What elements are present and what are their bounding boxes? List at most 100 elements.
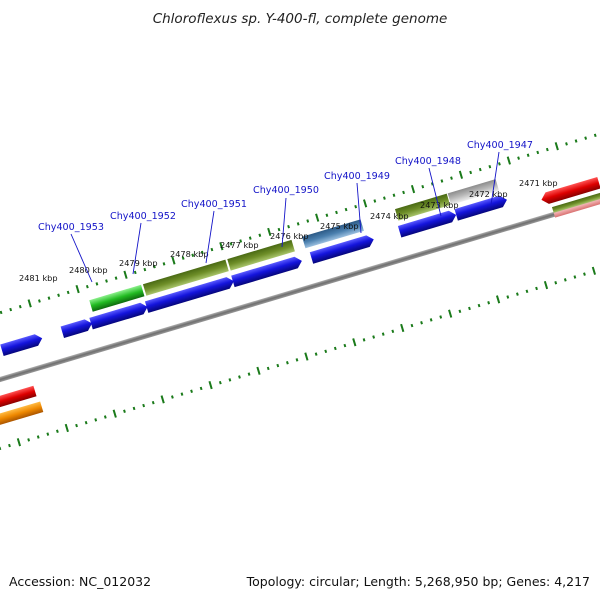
inner-scale-major-tick	[400, 323, 405, 333]
outer-scale-minor-tick	[114, 276, 118, 280]
leader-chy400-1951	[205, 210, 215, 264]
scale-label-2476: 2476 kbp	[270, 231, 309, 241]
outer-scale-minor-tick	[248, 236, 252, 240]
inner-scale-major-tick	[352, 338, 357, 347]
outer-scale-minor-tick	[85, 284, 89, 289]
inner-scale-ticks	[0, 266, 597, 451]
outer-scale-minor-tick	[536, 150, 540, 155]
inner-scale-major-tick	[64, 423, 69, 433]
gene-chy400-1951[interactable]	[142, 259, 229, 296]
scale-label-2477: 2477 kbp	[220, 240, 259, 250]
left-edge-features	[0, 385, 44, 430]
inner-scale-minor-tick	[8, 443, 11, 448]
leader-chy400-1949	[356, 182, 362, 234]
inner-scale-minor-tick	[276, 363, 280, 368]
gene-arrow-chy400-1948-cds[interactable]	[397, 209, 458, 238]
gene-arrow-right-red[interactable]	[540, 176, 600, 206]
inner-scale-minor-tick	[525, 289, 529, 294]
outer-scale-major-tick	[506, 156, 511, 165]
outer-scale-minor-tick	[383, 196, 386, 200]
outer-scale-major-tick	[458, 170, 464, 179]
outer-scale-minor-tick	[306, 219, 310, 223]
inner-scale-major-tick	[16, 438, 22, 447]
gene-arrow-chy400-1951-cds[interactable]	[144, 275, 236, 313]
gene-chy400-1950[interactable]	[227, 239, 295, 271]
outer-scale-minor-tick	[95, 282, 99, 286]
outer-scale-minor-tick	[9, 307, 13, 312]
inner-scale-minor-tick	[458, 309, 462, 314]
inner-scale-major-tick	[543, 280, 549, 290]
outer-scale-minor-tick	[277, 227, 281, 232]
outer-scale-minor-tick	[517, 156, 520, 160]
inner-scale-minor-tick	[410, 323, 414, 328]
outer-scale-major-tick	[363, 199, 368, 208]
outer-scale-minor-tick	[526, 153, 530, 158]
outer-scale-minor-tick	[0, 310, 3, 315]
outer-scale-major-tick	[219, 242, 224, 251]
outer-scale-minor-tick	[498, 162, 501, 166]
gene-label-chy400-1949[interactable]: Chy400_1949	[324, 171, 390, 182]
genome-backbone	[0, 186, 600, 396]
gene-arrow-chy400-1947-cds[interactable]	[454, 194, 508, 221]
inner-scale-minor-tick	[247, 372, 251, 376]
inner-scale-minor-tick	[190, 389, 193, 394]
outer-scale-minor-tick	[153, 264, 156, 269]
outer-scale-minor-tick	[392, 193, 396, 198]
inner-scale-minor-tick	[420, 320, 423, 325]
inner-scale-minor-tick	[516, 292, 519, 296]
outer-scale-minor-tick	[545, 147, 549, 152]
outer-scale-major-tick	[171, 256, 176, 265]
accession-text: Accession: NC_012032	[9, 574, 151, 589]
gene-left-orange[interactable]	[0, 401, 44, 430]
scale-label-2473: 2473 kbp	[420, 200, 459, 210]
inner-scale-major-tick	[304, 352, 309, 361]
gene-chy400-1948[interactable]	[394, 193, 451, 221]
gene-label-chy400-1953[interactable]: Chy400_1953	[38, 222, 104, 233]
inner-scale-minor-tick	[228, 378, 232, 382]
inner-scale-minor-tick	[563, 278, 567, 282]
topology-text: Topology: circular; Length: 5,268,950 bp…	[246, 574, 590, 589]
outer-scale-minor-tick	[344, 207, 348, 212]
inner-scale-minor-tick	[439, 315, 443, 319]
gene-label-chy400-1947[interactable]: Chy400_1947	[467, 140, 533, 151]
outer-scale-major-tick	[75, 284, 80, 294]
gene-right-olive[interactable]	[551, 192, 600, 213]
gene-label-chy400-1952[interactable]: Chy400_1952	[110, 211, 176, 222]
inner-scale-major-tick	[208, 380, 213, 390]
inner-scale-minor-tick	[487, 300, 491, 305]
inner-scale-minor-tick	[506, 295, 510, 299]
gene-chy400-1947[interactable]	[447, 179, 500, 205]
outer-scale-minor-tick	[584, 136, 588, 140]
inner-scale-minor-tick	[477, 303, 481, 308]
inner-scale-minor-tick	[286, 360, 289, 365]
gene-label-chy400-1950[interactable]: Chy400_1950	[253, 185, 319, 196]
gene-arrow-upstream-cds[interactable]	[0, 332, 44, 356]
inner-scale-minor-tick	[391, 329, 395, 334]
outer-scale-minor-tick	[66, 290, 70, 295]
outer-scale-minor-tick	[296, 222, 300, 226]
inner-scale-minor-tick	[84, 420, 88, 425]
gene-arrow-chy400-1949-cds[interactable]	[309, 234, 376, 264]
gene-right-pink[interactable]	[553, 198, 600, 218]
gene-chy400-1952[interactable]	[89, 284, 145, 312]
outer-scale-minor-tick	[210, 247, 214, 252]
gene-label-chy400-1948[interactable]: Chy400_1948	[395, 156, 461, 167]
outer-scale-minor-tick	[47, 296, 51, 300]
outer-scale-minor-tick	[200, 250, 204, 255]
inner-scale-minor-tick	[295, 358, 299, 362]
outer-scale-minor-tick	[239, 239, 243, 243]
outer-scale-minor-tick	[373, 199, 377, 203]
outer-scale-minor-tick	[57, 293, 60, 297]
gene-left-red[interactable]	[0, 385, 37, 414]
gene-arrow-chy400-1950-cds[interactable]	[231, 255, 303, 288]
outer-scale-minor-tick	[593, 133, 597, 138]
gene-chy400-1949[interactable]	[302, 219, 364, 249]
gene-arrow-chy400-1952-cds[interactable]	[89, 301, 149, 330]
gene-arrow-chy400-1953-cds[interactable]	[60, 318, 94, 339]
inner-scale-minor-tick	[343, 343, 347, 348]
inner-scale-minor-tick	[199, 386, 203, 391]
outer-scale-minor-tick	[335, 210, 338, 215]
inner-scale-minor-tick	[362, 338, 366, 342]
gene-label-chy400-1951[interactable]: Chy400_1951	[181, 199, 247, 210]
